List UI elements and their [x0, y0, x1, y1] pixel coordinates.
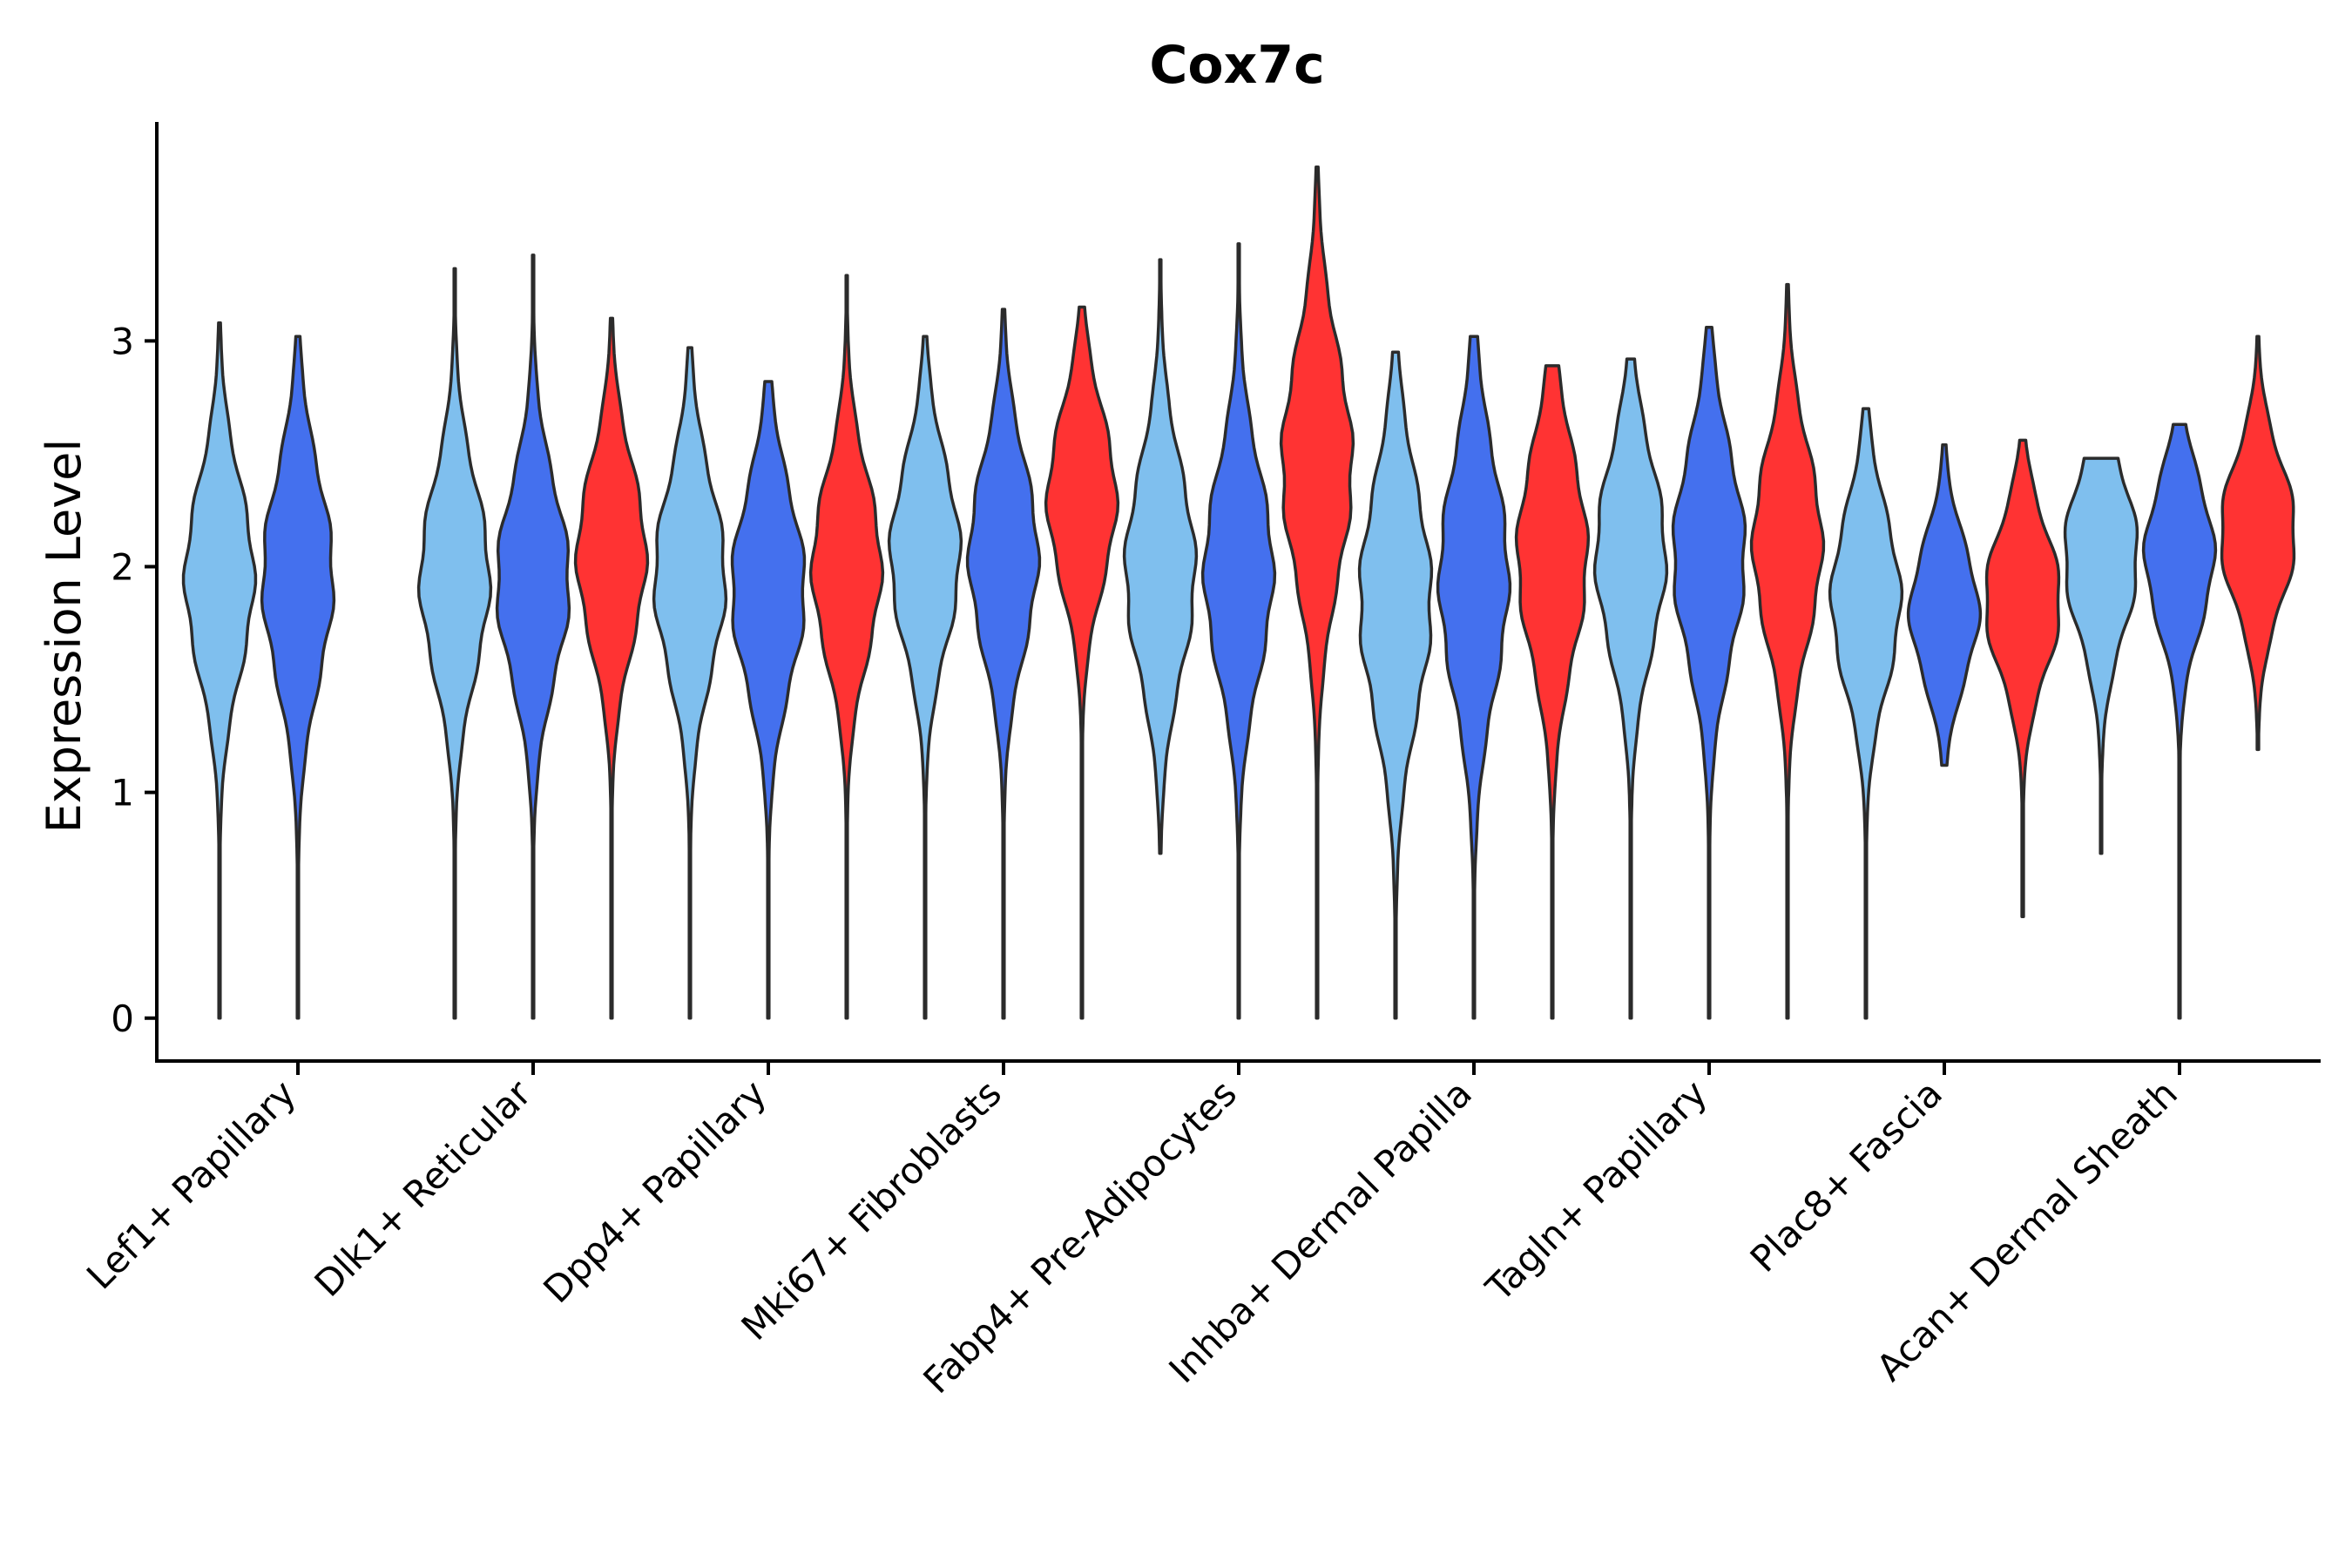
x-tick-label: Tagln+ Papillary [1477, 1071, 1715, 1309]
violin-group-2 [730, 380, 807, 1020]
y-ticks: 0 1 2 3 [111, 320, 157, 1040]
violin-group-2 [1671, 326, 1747, 1020]
x-tick-label: Dpp4+ Papillary [535, 1071, 774, 1311]
violin-group-2 [2141, 422, 2218, 1020]
violin-group-3 [1749, 282, 1826, 1020]
violin-group-1 [652, 346, 728, 1020]
violin-group-1 [2063, 456, 2139, 855]
y-tick-label: 2 [111, 545, 134, 588]
violin-group-1 [1122, 258, 1199, 855]
violin-group-3 [2220, 335, 2296, 752]
violin-group-3 [1279, 166, 1355, 1020]
violin-group-2 [495, 253, 571, 1020]
violin-group-3 [1514, 364, 1591, 1020]
violin-group-2 [1906, 443, 1983, 767]
violin-group-1 [887, 335, 963, 1020]
violin-group-2 [965, 308, 1042, 1020]
x-tick-label: Mki67+ Fibroblasts [733, 1071, 1010, 1348]
violin-group-1 [1592, 357, 1669, 1020]
violin-group-1 [1828, 407, 1904, 1020]
violin-group-1 [181, 321, 258, 1020]
y-tick-label: 3 [111, 320, 134, 362]
violin-group-2 [1200, 242, 1277, 1020]
x-tick-label: Plac8+ Fascia [1742, 1071, 1950, 1280]
violin-layer [181, 166, 2296, 1020]
violin-group-2 [260, 335, 336, 1020]
violin-group-1 [1357, 350, 1434, 1020]
violin-group-2 [1436, 335, 1512, 1020]
y-axis-label: Expression Level [37, 439, 91, 834]
violin-group-1 [416, 267, 493, 1020]
x-tick-label: Dlk1+ Reticular [307, 1071, 540, 1305]
violin-group-3 [1044, 305, 1120, 1020]
violin-group-3 [808, 274, 885, 1020]
y-tick-label: 0 [111, 997, 134, 1040]
x-tick-label: Lef1+ Papillary [78, 1071, 304, 1297]
violin-group-3 [1984, 438, 2061, 918]
violin-group-3 [573, 316, 650, 1020]
chart-title: Cox7c [1149, 35, 1324, 96]
y-tick-label: 1 [111, 772, 134, 814]
